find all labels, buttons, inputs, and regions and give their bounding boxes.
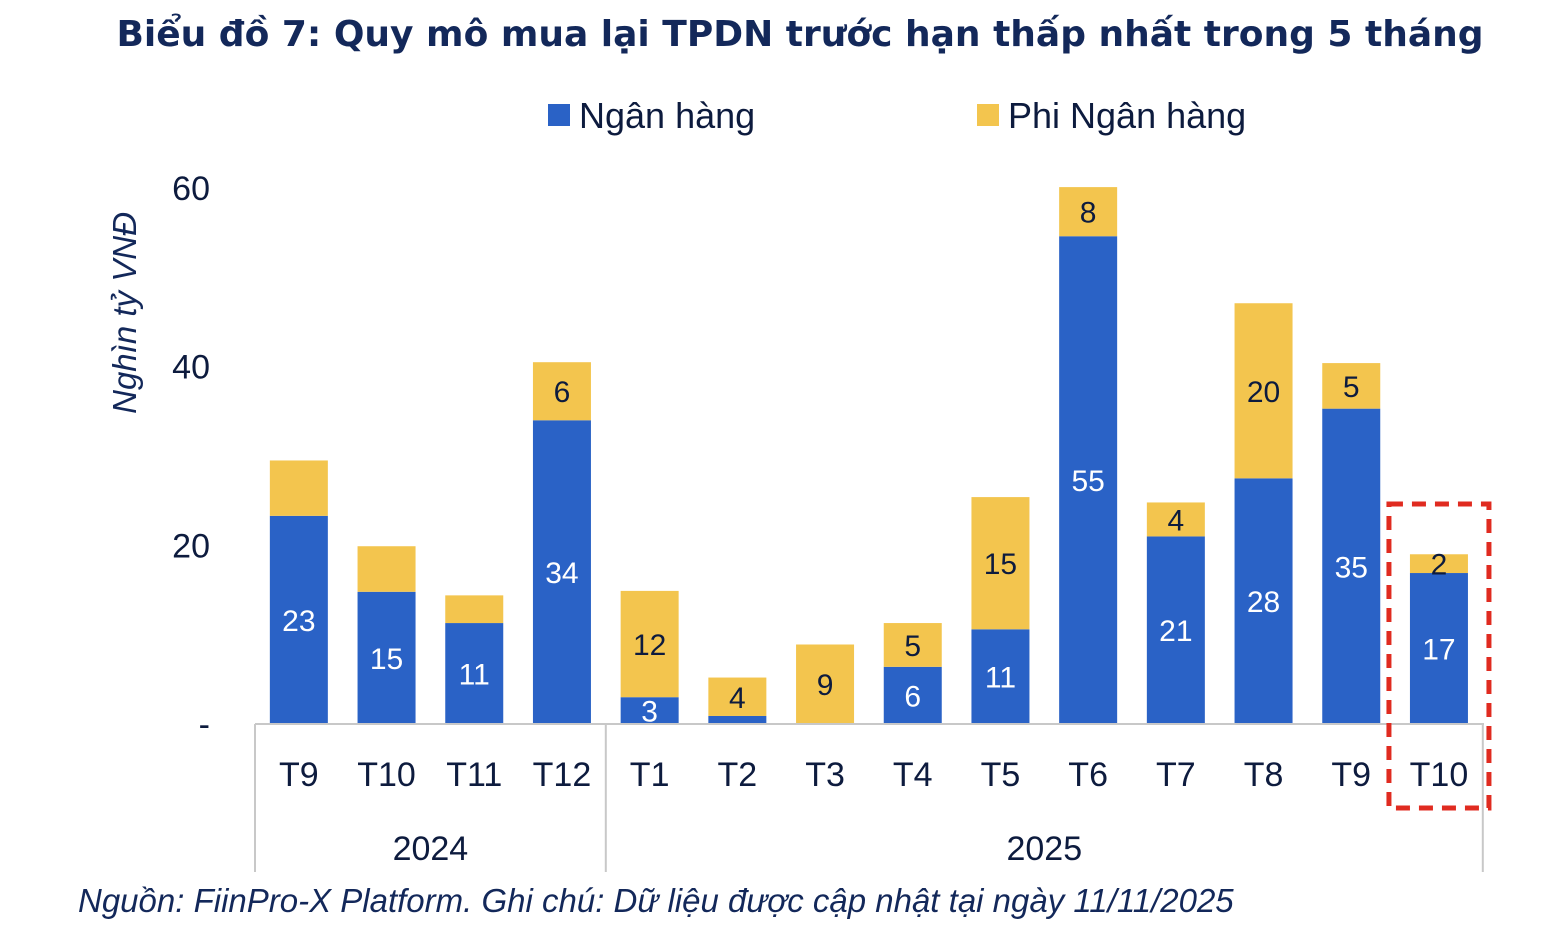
bar-bank xyxy=(708,715,767,724)
bar-bank xyxy=(1322,408,1381,724)
data-label: 4 xyxy=(1168,504,1185,537)
data-label: 5 xyxy=(1343,371,1360,404)
bar-nonbank xyxy=(620,590,679,698)
data-label: 55 xyxy=(1071,465,1104,498)
data-label: 12 xyxy=(633,629,666,662)
x-axis: T9 T10 T11 T12 T1 T2 T3 T4 T5 T6 T7 T8 T9 T10 2024 2025 xyxy=(254,723,1484,872)
data-label: 20 xyxy=(1247,376,1280,409)
bar-nonbank xyxy=(708,677,767,716)
data-label: 34 xyxy=(545,557,578,590)
legend-label-1: Ngân hàng xyxy=(579,95,755,136)
bar-bank xyxy=(1059,236,1118,725)
data-label: 6 xyxy=(904,680,921,713)
highlight-rect xyxy=(1386,501,1492,811)
highlight-box xyxy=(1386,501,1492,811)
bar-bank xyxy=(883,666,942,724)
x-tick-label: T3 xyxy=(805,756,845,794)
bar-bank xyxy=(532,420,591,724)
bar-nonbank xyxy=(1409,554,1468,574)
bar-nonbank xyxy=(883,623,942,667)
bar-bank xyxy=(1409,573,1468,724)
chart-title: Biểu đồ 7: Quy mô mua lại TPDN trước hạn… xyxy=(116,14,1484,55)
data-label: 17 xyxy=(1422,634,1455,667)
bar-bank xyxy=(445,623,504,724)
x-tick-label: T7 xyxy=(1156,756,1196,794)
bar-nonbank xyxy=(796,644,855,724)
source-note: Nguồn: FiinPro-X Platform. Ghi chú: Dữ l… xyxy=(78,882,1234,919)
bar-nonbank xyxy=(357,546,416,592)
bar-bank xyxy=(971,629,1030,724)
legend-label-2: Phi Ngân hàng xyxy=(1008,95,1246,136)
bar-nonbank xyxy=(445,595,504,624)
x-tick-label: T10 xyxy=(357,756,416,794)
y-axis-ticks: - 20 40 60 xyxy=(172,170,210,744)
bar-bank xyxy=(1146,536,1205,724)
bar-nonbank xyxy=(1234,303,1293,479)
data-label: 35 xyxy=(1335,551,1368,584)
data-label: 21 xyxy=(1159,615,1192,648)
x-tick-label: T2 xyxy=(718,756,758,794)
x-tick-label: T1 xyxy=(630,756,670,794)
x-tick-label: T10 xyxy=(1410,756,1469,794)
data-label: 5 xyxy=(904,630,921,663)
y-tick-label: 40 xyxy=(172,349,210,387)
bar-bank xyxy=(269,515,328,724)
legend-swatch-1 xyxy=(548,104,570,126)
x-tick-label: T9 xyxy=(1331,756,1371,794)
bar-bank xyxy=(1234,478,1293,724)
x-tick-label: T12 xyxy=(533,756,592,794)
data-label: 15 xyxy=(984,548,1017,581)
legend-swatch-2 xyxy=(977,104,999,126)
x-tick-label: T5 xyxy=(981,756,1021,794)
bar-nonbank xyxy=(1059,187,1118,237)
data-label: 6 xyxy=(554,376,571,409)
x-tick-label: T11 xyxy=(446,756,502,794)
data-label: 15 xyxy=(370,643,403,676)
data-label: 23 xyxy=(282,605,315,638)
y-tick-label: 20 xyxy=(172,527,210,565)
x-tick-label: T9 xyxy=(279,756,319,794)
bar-bank xyxy=(620,697,679,724)
data-label: 3 xyxy=(641,696,658,729)
bar-nonbank xyxy=(1322,363,1381,409)
bar-nonbank xyxy=(532,362,591,421)
x-group-label: 2024 xyxy=(393,830,469,868)
x-tick-label: T8 xyxy=(1244,756,1284,794)
x-tick-label: T6 xyxy=(1068,756,1108,794)
x-group-label: 2025 xyxy=(1006,830,1082,868)
bar-bank xyxy=(357,591,416,724)
data-label: 4 xyxy=(729,682,746,715)
data-label: 9 xyxy=(817,669,834,702)
data-label: 11 xyxy=(459,659,490,692)
bar-nonbank xyxy=(269,460,328,516)
y-axis-label: Nghìn tỷ VNĐ xyxy=(106,212,143,414)
y-tick-label: 60 xyxy=(172,170,210,208)
bar-nonbank xyxy=(1146,502,1205,537)
legend: Ngân hàng Phi Ngân hàng xyxy=(548,95,1246,136)
data-label: 2 xyxy=(1431,549,1448,582)
y-tick-label: - xyxy=(199,706,210,744)
bar-nonbank xyxy=(971,497,1030,630)
data-label: 11 xyxy=(985,662,1016,695)
data-label: 28 xyxy=(1247,586,1280,619)
data-label: 8 xyxy=(1080,197,1097,230)
bars: 23 15 11 34 6 3 12 4 9 6 5 11 15 55 8 21 4 28 20 35 5 17 2 xyxy=(269,187,1468,729)
x-tick-label: T4 xyxy=(893,756,933,794)
